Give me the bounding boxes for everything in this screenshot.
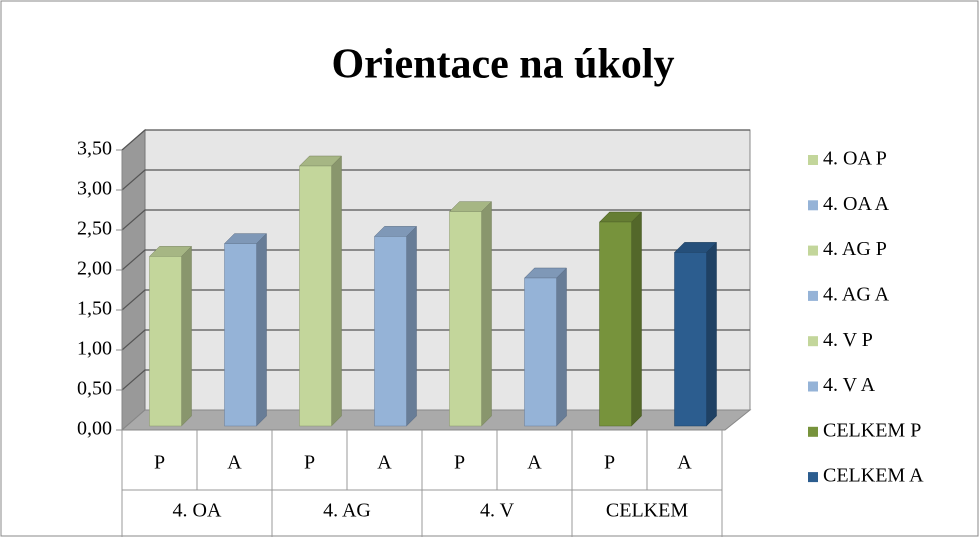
legend-swatch: [808, 472, 818, 483]
grid-line: [121, 209, 750, 231]
bar: [149, 256, 182, 427]
y-tick-label: 3,00: [77, 178, 112, 200]
bar: [599, 221, 632, 427]
legend-label: 4. OA P: [823, 148, 887, 170]
legend-swatch: [808, 336, 818, 347]
grid-line: [121, 169, 750, 191]
bar: [674, 252, 707, 427]
bar: [449, 211, 482, 427]
bar-side: [706, 241, 717, 427]
side-wall: [121, 128, 146, 432]
legend-swatch: [808, 426, 818, 437]
legend-label: 4. OA A: [823, 193, 890, 215]
floor: [120, 409, 752, 431]
x-tick-label: P: [304, 452, 315, 474]
bar-side: [331, 155, 342, 427]
grid-line: [121, 129, 750, 151]
y-tick-label: 2,50: [77, 218, 112, 240]
x-tick-label: P: [154, 452, 165, 474]
y-tick-label: 0,00: [77, 418, 112, 440]
x-tick-label: A: [677, 452, 692, 474]
x-tick-label: A: [227, 452, 242, 474]
legend-label: 4. V A: [823, 374, 876, 396]
y-tick-label: 1,50: [77, 298, 112, 320]
legend-label: 4. V P: [823, 329, 873, 351]
bar-side: [631, 211, 642, 427]
x-group-label: 4. OA: [173, 500, 222, 522]
bar: [299, 165, 332, 427]
legend-swatch: [808, 245, 818, 256]
legend-swatch: [808, 381, 818, 392]
x-tick-label: A: [527, 452, 542, 474]
y-tick-label: 0,50: [77, 378, 112, 400]
bar-side: [406, 225, 417, 427]
legend-swatch: [808, 200, 818, 211]
grid-line: [121, 249, 750, 271]
bar-side: [556, 267, 567, 427]
legend-label: CELKEM P: [823, 419, 921, 441]
y-tick-label: 2,00: [77, 258, 112, 280]
legend-label: CELKEM A: [823, 465, 924, 487]
bar-side: [256, 232, 267, 427]
bar: [374, 236, 407, 427]
bar-side: [181, 245, 192, 427]
bar: [524, 277, 557, 427]
x-group-label: CELKEM: [606, 500, 688, 522]
legend-label: 4. AG P: [823, 238, 887, 260]
y-tick-label: 3,50: [77, 138, 112, 160]
x-group-label: 4. V: [480, 500, 515, 522]
x-tick-label: P: [454, 452, 465, 474]
x-tick-label: P: [604, 452, 615, 474]
chart-title: Orientace na úkoly: [332, 42, 675, 88]
y-tick-label: 1,00: [77, 338, 112, 360]
bar-side: [481, 200, 492, 427]
legend-swatch: [808, 290, 818, 301]
x-group-label: 4. AG: [323, 500, 371, 522]
x-tick-label: A: [377, 452, 392, 474]
legend-label: 4. AG A: [823, 283, 890, 305]
bar: [224, 243, 257, 427]
legend-swatch: [808, 155, 818, 165]
